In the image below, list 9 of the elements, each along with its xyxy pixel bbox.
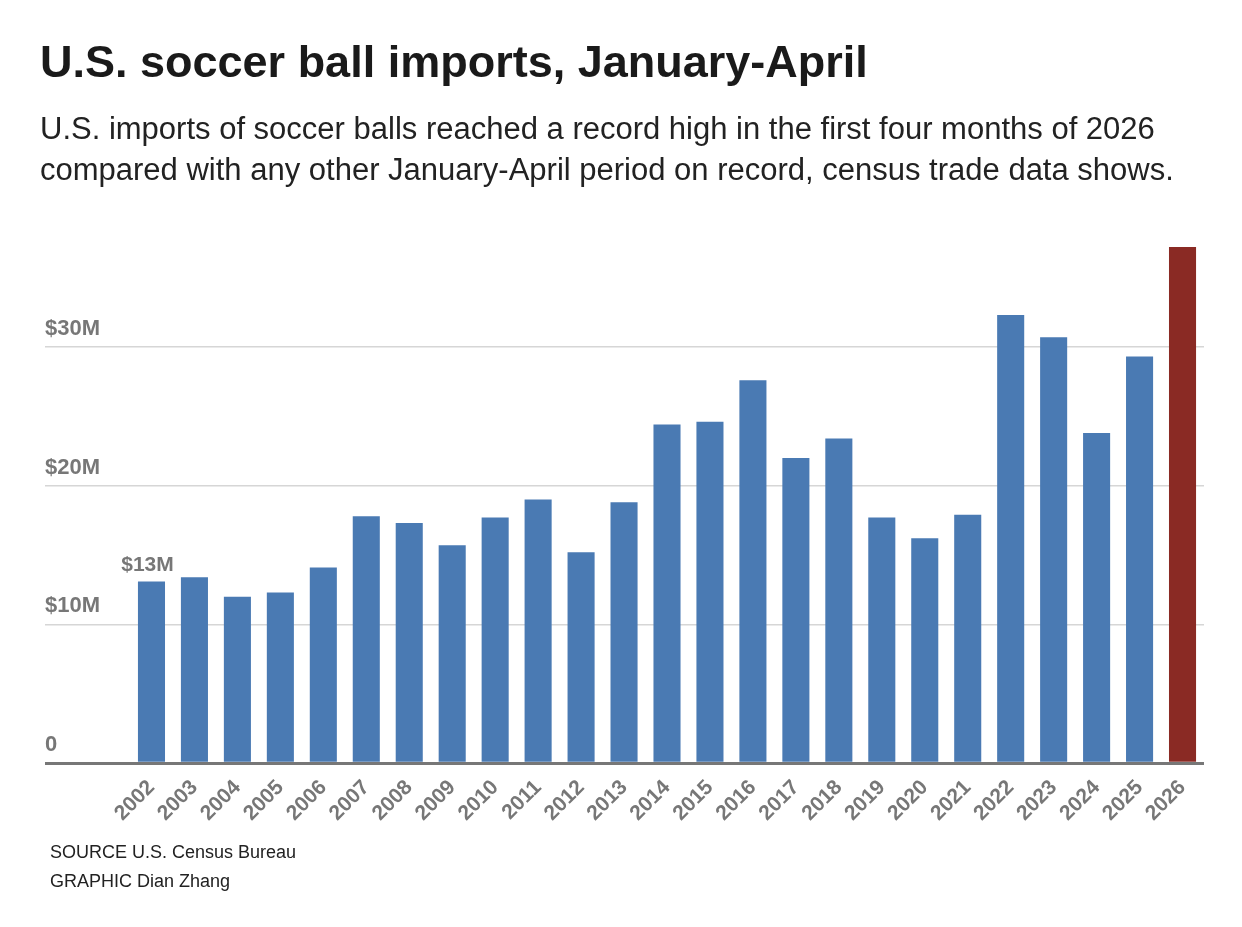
- y-tick-label: 0: [45, 731, 58, 757]
- y-tick-label: $10M: [45, 592, 101, 618]
- data-label: $13M: [121, 551, 174, 575]
- chart-subtitle: U.S. imports of soccer balls reached a record high in the first four months of 2026 compared with any other January-April period on record, census trade data shows.: [40, 110, 1175, 189]
- y-tick-label: $20M: [45, 453, 101, 479]
- chart-title: U.S. soccer ball imports, January-April: [40, 36, 868, 88]
- source-note: SOURCE U.S. Census Bureau: [50, 841, 297, 864]
- y-tick-label: $30M: [45, 314, 101, 340]
- text: GRAPHIC Dian Zhang: [50, 870, 232, 893]
